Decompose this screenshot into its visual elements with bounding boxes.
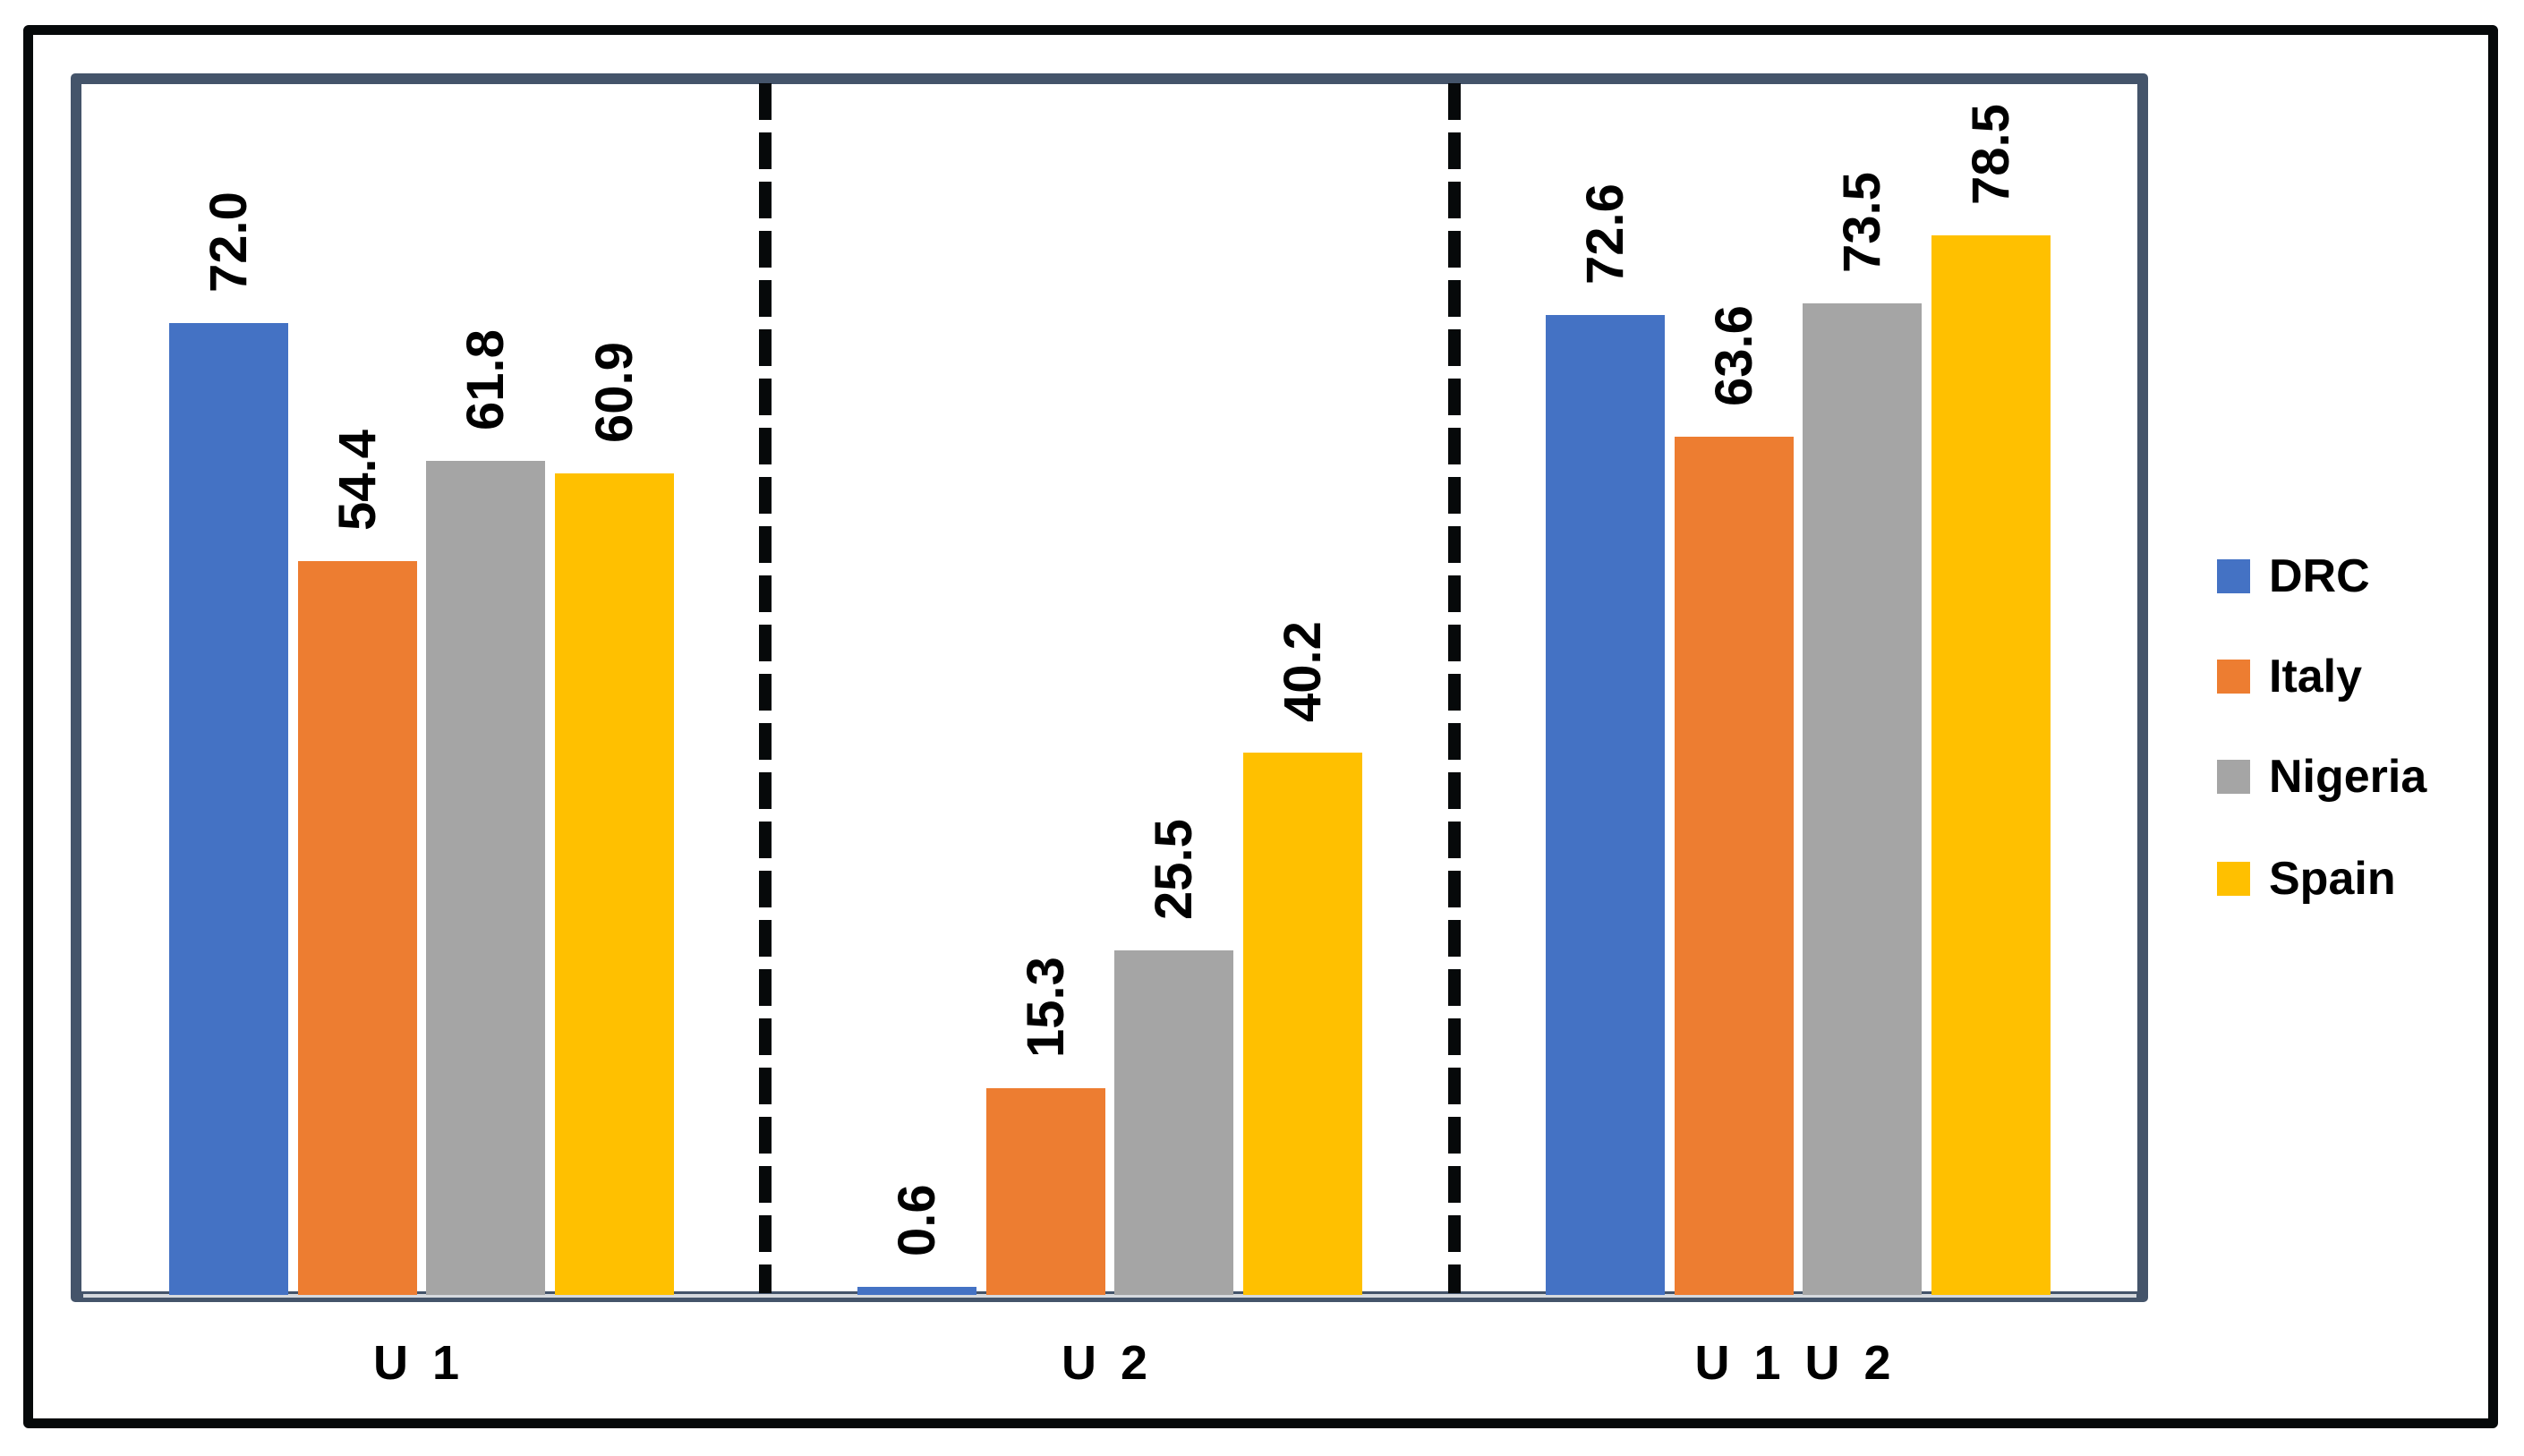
bar-nigeria-u1u2 xyxy=(1803,303,1922,1295)
bar-drc-u1 xyxy=(169,323,288,1295)
value-label-spain-u1u2: 78.5 xyxy=(1961,104,2020,205)
legend-label-italy: Italy xyxy=(2269,651,2363,702)
value-label-drc-u2: 0.6 xyxy=(887,1184,946,1256)
value-label-italy-u2: 15.3 xyxy=(1016,957,1075,1058)
category-label-u1u2: U 1 U 2 xyxy=(1694,1336,1897,1390)
legend-item-nigeria[interactable]: Nigeria xyxy=(2217,748,2426,805)
legend-swatch-drc xyxy=(2217,559,2250,593)
value-label-spain-u2: 40.2 xyxy=(1273,621,1332,722)
bar-spain-u2 xyxy=(1243,753,1362,1295)
value-label-nigeria-u1: 61.8 xyxy=(456,329,515,430)
legend-label-drc: DRC xyxy=(2269,550,2370,602)
legend-swatch-nigeria xyxy=(2217,760,2250,794)
legend-item-spain[interactable]: Spain xyxy=(2217,850,2396,907)
value-label-italy-u1u2: 63.6 xyxy=(1704,305,1763,406)
legend-swatch-spain xyxy=(2217,862,2250,896)
bar-drc-u2 xyxy=(857,1287,976,1295)
legend-item-italy[interactable]: Italy xyxy=(2217,648,2362,705)
bar-italy-u1u2 xyxy=(1675,437,1794,1295)
legend-label-spain: Spain xyxy=(2269,853,2396,905)
group-divider-u1-u2 xyxy=(759,83,772,1293)
category-label-u2: U 2 xyxy=(1061,1336,1154,1390)
bar-spain-u1 xyxy=(555,473,674,1295)
bar-italy-u1 xyxy=(298,561,417,1295)
value-label-drc-u1: 72.0 xyxy=(199,192,258,293)
x-axis-baseline xyxy=(83,1294,2136,1298)
bar-italy-u2 xyxy=(986,1088,1105,1295)
category-label-u1: U 1 xyxy=(372,1336,465,1390)
bar-spain-u1u2 xyxy=(1931,235,2051,1295)
value-label-nigeria-u1u2: 73.5 xyxy=(1832,172,1891,273)
value-label-nigeria-u2: 25.5 xyxy=(1144,819,1203,920)
bar-drc-u1u2 xyxy=(1546,315,1665,1295)
legend-swatch-italy xyxy=(2217,660,2250,694)
bar-nigeria-u1 xyxy=(426,461,545,1295)
value-label-italy-u1: 54.4 xyxy=(328,430,387,531)
legend-item-drc[interactable]: DRC xyxy=(2217,548,2370,605)
value-label-spain-u1: 60.9 xyxy=(584,342,644,443)
bar-nigeria-u2 xyxy=(1114,950,1233,1295)
group-divider-u2-u1u2 xyxy=(1448,83,1461,1293)
legend-label-nigeria: Nigeria xyxy=(2269,751,2427,803)
value-label-drc-u1u2: 72.6 xyxy=(1575,183,1634,285)
